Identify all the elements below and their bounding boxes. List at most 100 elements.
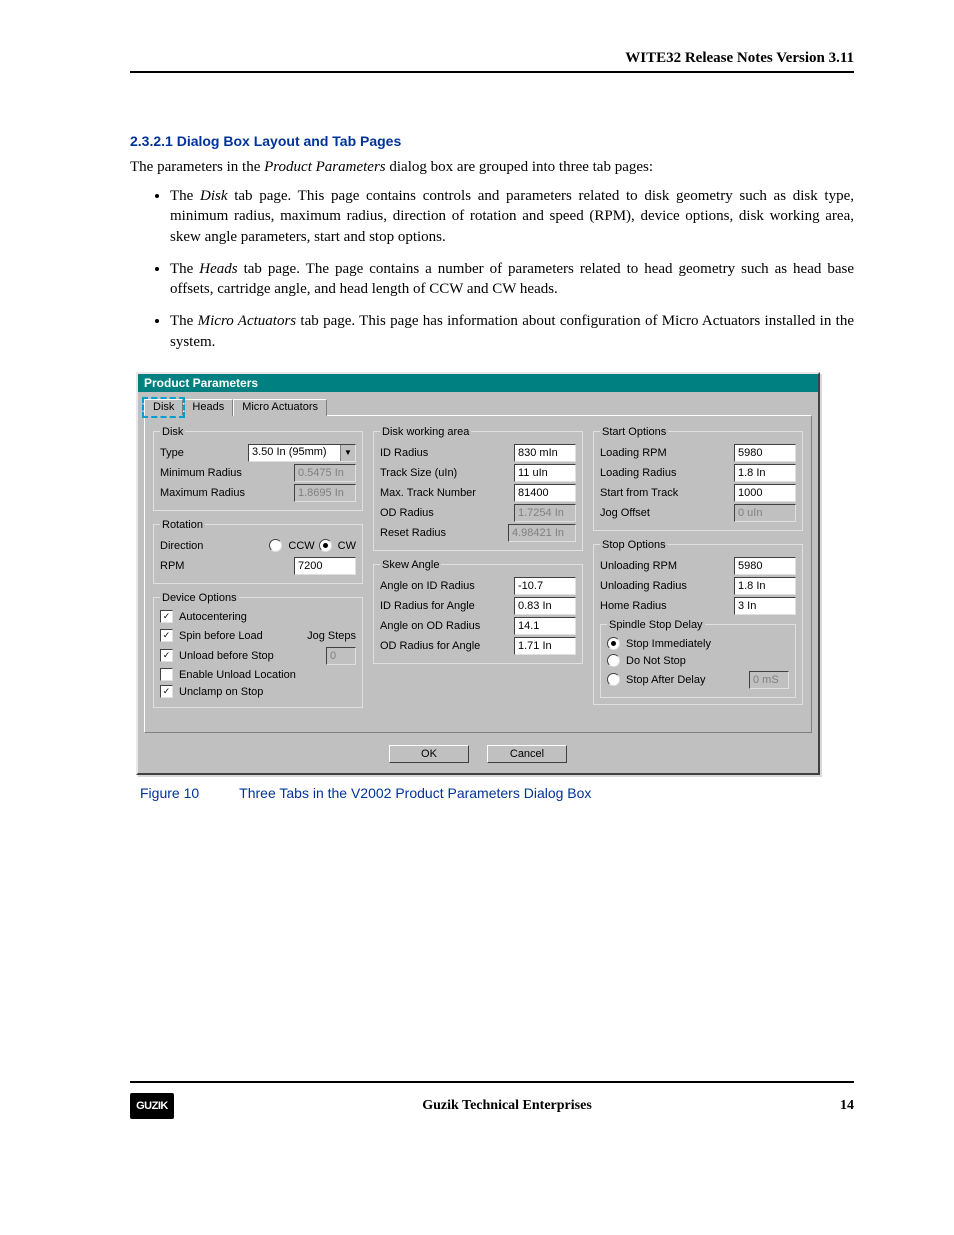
skew-legend: Skew Angle <box>380 559 441 571</box>
enable-unload-location-checkbox[interactable]: Enable Unload Location <box>160 667 356 683</box>
od-radius-field: 1.7254 In <box>514 504 576 522</box>
page-header: WITE32 Release Notes Version 3.11 <box>130 50 854 67</box>
start-legend: Start Options <box>600 426 668 438</box>
stop-after-delay-radio[interactable]: Stop After Delay <box>607 672 745 688</box>
unloading-radius-field[interactable]: 1.8 In <box>734 577 796 595</box>
cw-radio[interactable]: CW <box>319 538 356 554</box>
max-radius-label: Maximum Radius <box>160 487 290 499</box>
guzik-logo: GUZIK <box>130 1093 174 1119</box>
jog-steps-label: Jog Steps <box>307 630 356 642</box>
type-combo[interactable]: 3.50 In (95mm) ▼ <box>248 444 356 462</box>
intro-prefix: The parameters in the <box>130 159 264 175</box>
id-radius-field[interactable]: 830 mIn <box>514 444 576 462</box>
disk-group: Disk Type 3.50 In (95mm) ▼ Minimum Radiu… <box>153 426 363 511</box>
autocentering-checkbox[interactable]: ✓Autocentering <box>160 609 356 625</box>
figure-text: Three Tabs in the V2002 Product Paramete… <box>239 785 591 801</box>
bullet-heads: The Heads tab page. The page contains a … <box>170 259 854 300</box>
rpm-label: RPM <box>160 560 290 572</box>
bullet-micro: The Micro Actuators tab page. This page … <box>170 311 854 352</box>
dialog-buttons: OK Cancel <box>138 739 818 773</box>
track-size-field[interactable]: 11 uIn <box>514 464 576 482</box>
spin-before-load-checkbox[interactable]: ✓Spin before Load <box>160 628 305 644</box>
start-track-label: Start from Track <box>600 487 730 499</box>
bullet-disk: The Disk tab page. This page contains co… <box>170 186 854 247</box>
tab-micro-actuators[interactable]: Micro Actuators <box>233 399 327 416</box>
stop-options-group: Stop Options Unloading RPM 5980 Unloading… <box>593 539 803 705</box>
unloading-radius-label: Unloading Radius <box>600 580 730 592</box>
angle-id-radius-field[interactable]: -10.7 <box>514 577 576 595</box>
id-radius-for-angle-field[interactable]: 0.83 In <box>514 597 576 615</box>
bullet-list: The Disk tab page. This page contains co… <box>170 186 854 352</box>
home-radius-label: Home Radius <box>600 600 730 612</box>
spindle-legend: Spindle Stop Delay <box>607 619 705 631</box>
footer-rule <box>130 1081 854 1083</box>
stop-legend: Stop Options <box>600 539 668 551</box>
start-options-group: Start Options Loading RPM 5980 Loading Ra… <box>593 426 803 531</box>
max-track-label: Max. Track Number <box>380 487 510 499</box>
tab-strip: Disk Heads Micro Actuators <box>138 392 818 415</box>
rpm-field[interactable]: 7200 <box>294 557 356 575</box>
intro-em: Product Parameters <box>264 159 386 175</box>
loading-rpm-field[interactable]: 5980 <box>734 444 796 462</box>
jog-offset-field: 0 uIn <box>734 504 796 522</box>
stop-after-delay-field: 0 mS <box>749 671 789 689</box>
chevron-down-icon[interactable]: ▼ <box>340 445 355 461</box>
figure-caption: Figure 10 Three Tabs in the V2002 Product… <box>140 785 854 801</box>
work-area-legend: Disk working area <box>380 426 471 438</box>
max-radius-field: 1.8695 In <box>294 484 356 502</box>
angle-od-radius-field[interactable]: 14.1 <box>514 617 576 635</box>
header-rule <box>130 71 854 73</box>
unclamp-on-stop-checkbox[interactable]: ✓Unclamp on Stop <box>160 684 356 700</box>
type-value: 3.50 In (95mm) <box>249 445 340 461</box>
id-radius-for-angle-label: ID Radius for Angle <box>380 600 510 612</box>
od-radius-for-angle-field[interactable]: 1.71 In <box>514 637 576 655</box>
angle-id-radius-label: Angle on ID Radius <box>380 580 510 592</box>
track-size-label: Track Size (uIn) <box>380 467 510 479</box>
rotation-legend: Rotation <box>160 519 205 531</box>
home-radius-field[interactable]: 3 In <box>734 597 796 615</box>
direction-label: Direction <box>160 540 265 552</box>
window-title: Product Parameters <box>138 374 818 392</box>
unload-before-stop-checkbox[interactable]: ✓Unload before Stop <box>160 648 324 664</box>
reset-radius-field: 4.98421 In <box>508 524 576 542</box>
min-radius-label: Minimum Radius <box>160 467 290 479</box>
tab-panel: Disk Type 3.50 In (95mm) ▼ Minimum Radiu… <box>144 415 812 733</box>
min-radius-field: 0.5475 In <box>294 464 356 482</box>
loading-rpm-label: Loading RPM <box>600 447 730 459</box>
reset-radius-label: Reset Radius <box>380 527 504 539</box>
product-parameters-window: Product Parameters Disk Heads Micro Actu… <box>136 372 820 775</box>
angle-od-radius-label: Angle on OD Radius <box>380 620 510 632</box>
figure-label: Figure 10 <box>140 785 199 801</box>
disk-working-area-group: Disk working area ID Radius 830 mIn Track… <box>373 426 583 551</box>
unloading-rpm-label: Unloading RPM <box>600 560 730 572</box>
rotation-group: Rotation Direction CCW CW RPM 7200 <box>153 519 363 584</box>
device-options-legend: Device Options <box>160 592 239 604</box>
do-not-stop-radio[interactable]: Do Not Stop <box>607 653 789 669</box>
page-number: 14 <box>840 1098 854 1114</box>
disk-group-legend: Disk <box>160 426 185 438</box>
section-heading: 2.3.2.1 Dialog Box Layout and Tab Pages <box>130 133 854 149</box>
od-radius-label: OD Radius <box>380 507 510 519</box>
max-track-field[interactable]: 81400 <box>514 484 576 502</box>
intro-suffix: dialog box are grouped into three tab pa… <box>386 159 653 175</box>
id-radius-label: ID Radius <box>380 447 510 459</box>
page-footer: GUZIK Guzik Technical Enterprises 14 <box>130 1081 854 1119</box>
ok-button[interactable]: OK <box>389 745 469 763</box>
stop-immediately-radio[interactable]: Stop Immediately <box>607 636 789 652</box>
tab-heads[interactable]: Heads <box>183 399 233 416</box>
skew-angle-group: Skew Angle Angle on ID Radius -10.7 ID Ra… <box>373 559 583 664</box>
start-track-field[interactable]: 1000 <box>734 484 796 502</box>
tab-disk[interactable]: Disk <box>144 399 183 416</box>
cancel-button[interactable]: Cancel <box>487 745 567 763</box>
intro-paragraph: The parameters in the Product Parameters… <box>130 159 854 176</box>
loading-radius-field[interactable]: 1.8 In <box>734 464 796 482</box>
spindle-stop-delay-group: Spindle Stop Delay Stop Immediately Do N… <box>600 619 796 698</box>
loading-radius-label: Loading Radius <box>600 467 730 479</box>
unloading-rpm-field[interactable]: 5980 <box>734 557 796 575</box>
type-label: Type <box>160 447 244 459</box>
footer-company: Guzik Technical Enterprises <box>174 1098 840 1114</box>
jog-offset-label: Jog Offset <box>600 507 730 519</box>
od-radius-for-angle-label: OD Radius for Angle <box>380 640 510 652</box>
ccw-radio[interactable]: CCW <box>269 538 314 554</box>
device-options-group: Device Options ✓Autocentering ✓Spin befo… <box>153 592 363 708</box>
